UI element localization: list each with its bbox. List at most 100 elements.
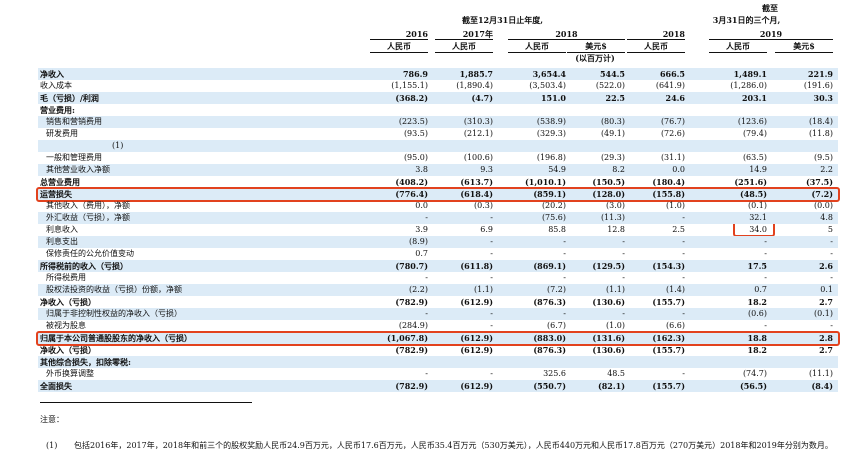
cell-value: - xyxy=(682,309,685,318)
cell-value: (63.5) xyxy=(742,153,767,162)
cell-value: (7.2) xyxy=(811,189,834,199)
cell-value: (612.9) xyxy=(460,345,493,355)
header-quarter: 3月31日的三个月, xyxy=(712,15,781,25)
row-label: 研发费用 xyxy=(46,129,78,138)
cell-value: - xyxy=(682,213,685,222)
header-year: 2019 xyxy=(759,29,783,39)
row-highlight xyxy=(36,187,840,202)
cell-value: 203.1 xyxy=(741,93,767,103)
cell-value: (8.4) xyxy=(811,381,834,391)
cell-value: 2.2 xyxy=(820,165,833,174)
cell-value: (782.9) xyxy=(395,345,428,355)
cell-value: 18.2 xyxy=(747,345,767,355)
cell-value: (131.6) xyxy=(592,333,625,343)
cell-value: 3.9 xyxy=(415,225,428,234)
cell-value: (538.9) xyxy=(536,117,566,126)
footnote-marker: (1) xyxy=(46,441,58,450)
header-rule xyxy=(435,52,493,53)
cell-value: - xyxy=(622,249,625,258)
row-label: 被视为股息 xyxy=(46,321,86,330)
row-label: 外币换算调整 xyxy=(46,369,94,378)
cell-value: (368.2) xyxy=(395,93,428,103)
cell-value: - xyxy=(425,213,428,222)
cell-value: 325.6 xyxy=(543,369,566,378)
cell-value: (1,890.4) xyxy=(456,81,493,90)
cell-value: - xyxy=(764,249,767,258)
row-label: 全面损失 xyxy=(40,381,72,391)
cell-value: (876.3) xyxy=(533,297,566,307)
cell-value: (522.0) xyxy=(595,81,625,90)
cell-value: (80.3) xyxy=(600,117,625,126)
cell-value: (93.5) xyxy=(403,129,428,138)
cell-value: - xyxy=(425,273,428,282)
header-top: 截至 xyxy=(762,3,778,13)
row-label: 运营损失 xyxy=(40,189,72,199)
cell-value: (56.5) xyxy=(739,381,767,391)
cell-value: (780.7) xyxy=(395,261,428,271)
cell-value: (776.4) xyxy=(395,189,428,199)
table-row xyxy=(38,356,838,368)
cell-value: - xyxy=(764,273,767,282)
cell-value: (31.1) xyxy=(660,153,685,162)
cell-value: (128.0) xyxy=(592,189,625,199)
table-row xyxy=(38,260,838,272)
header-rule xyxy=(627,39,685,40)
cell-value: (550.7) xyxy=(533,381,566,391)
cell-value: (3,503.4) xyxy=(529,81,566,90)
cell-value: (408.2) xyxy=(395,177,428,187)
cell-value: 1,489.1 xyxy=(733,69,767,79)
cell-value: 5 xyxy=(827,225,833,234)
cell-value: (100.6) xyxy=(463,153,493,162)
header-rule xyxy=(567,52,625,53)
cell-value: - xyxy=(830,237,833,246)
cell-value: - xyxy=(490,309,493,318)
table-row xyxy=(38,236,838,248)
cell-value: 4.8 xyxy=(820,213,833,222)
cell-value: (75.6) xyxy=(541,213,566,222)
header-rule xyxy=(627,52,685,53)
row-label: 股权法投资的收益（亏损）份额，净额 xyxy=(46,285,182,294)
cell-value: - xyxy=(830,273,833,282)
row-label: 总营业费用 xyxy=(40,177,80,187)
cell-value: (782.9) xyxy=(395,381,428,391)
row-label: 利息收入 xyxy=(46,225,78,234)
cell-value: 0.0 xyxy=(415,201,428,210)
cell-value: (0.1) xyxy=(748,201,767,210)
cell-value: (72.6) xyxy=(660,129,685,138)
cell-value: - xyxy=(490,369,493,378)
header-currency: 人民币 xyxy=(726,41,750,51)
row-label: 净收入 xyxy=(40,69,64,79)
header-rule xyxy=(508,39,625,40)
cell-value: (1.1) xyxy=(474,285,493,294)
footnote-title: 注意： xyxy=(40,415,64,424)
cell-value: (196.8) xyxy=(536,153,566,162)
row-label: 收入成本 xyxy=(40,81,72,90)
cell-value: - xyxy=(622,309,625,318)
cell-value: - xyxy=(563,309,566,318)
cell-value: (641.9) xyxy=(655,81,685,90)
cell-value: 666.5 xyxy=(659,69,685,79)
cell-value: - xyxy=(425,369,428,378)
cell-value: - xyxy=(425,309,428,318)
cell-value: (284.9) xyxy=(398,321,428,330)
cell-value: (162.3) xyxy=(652,333,685,343)
cell-value: - xyxy=(764,237,767,246)
cell-value: (155.7) xyxy=(652,297,685,307)
table-row xyxy=(38,212,838,224)
header-rule xyxy=(508,52,566,53)
cell-value: (82.1) xyxy=(597,381,625,391)
cell-value: (79.4) xyxy=(742,129,767,138)
table-row xyxy=(38,308,838,320)
cell-value: (859.1) xyxy=(533,189,566,199)
cell-value: 30.3 xyxy=(813,93,833,103)
row-label: 一般和管理费用 xyxy=(46,153,102,162)
header-currency: 人民币 xyxy=(387,41,411,51)
cell-value: 786.9 xyxy=(402,69,428,79)
cell-value: - xyxy=(490,273,493,282)
cell-value: 2.6 xyxy=(819,261,833,271)
cell-value: (1,155.1) xyxy=(391,81,428,90)
cell-value: (0.1) xyxy=(814,309,833,318)
table-row xyxy=(38,92,838,104)
header-currency: 人民币 xyxy=(644,41,668,51)
